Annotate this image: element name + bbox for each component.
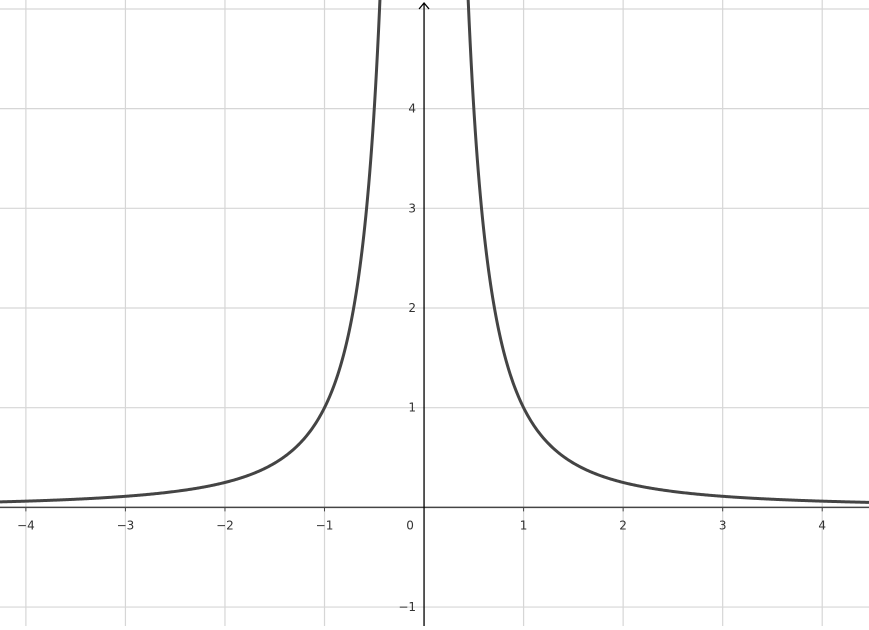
y-tick-label: 1 [408,401,416,415]
y-tick-label: 4 [408,102,416,116]
x-tick-label: −3 [117,518,135,532]
y-tick-label: 3 [408,201,416,215]
x-tick-label: −4 [17,518,35,532]
x-tick-label: −1 [316,518,334,532]
x-tick-label: 3 [719,518,727,532]
curves [0,0,869,504]
y-axis-arrow-icon [418,1,430,10]
x-tick-label: −2 [216,518,234,532]
curve-left-branch [0,0,382,504]
x-tick-label: 0 [406,518,414,532]
x-tick-label: 2 [619,518,627,532]
x-tick-label: 1 [520,518,528,532]
y-tick-label: 2 [408,301,416,315]
curve-right-branch [466,0,869,504]
x-tick-label: 4 [818,518,826,532]
y-tick-label: −1 [398,600,416,614]
tick-labels: −4 −3 −2 −1 0 1 2 3 4 −1 1 2 3 4 [17,102,826,614]
